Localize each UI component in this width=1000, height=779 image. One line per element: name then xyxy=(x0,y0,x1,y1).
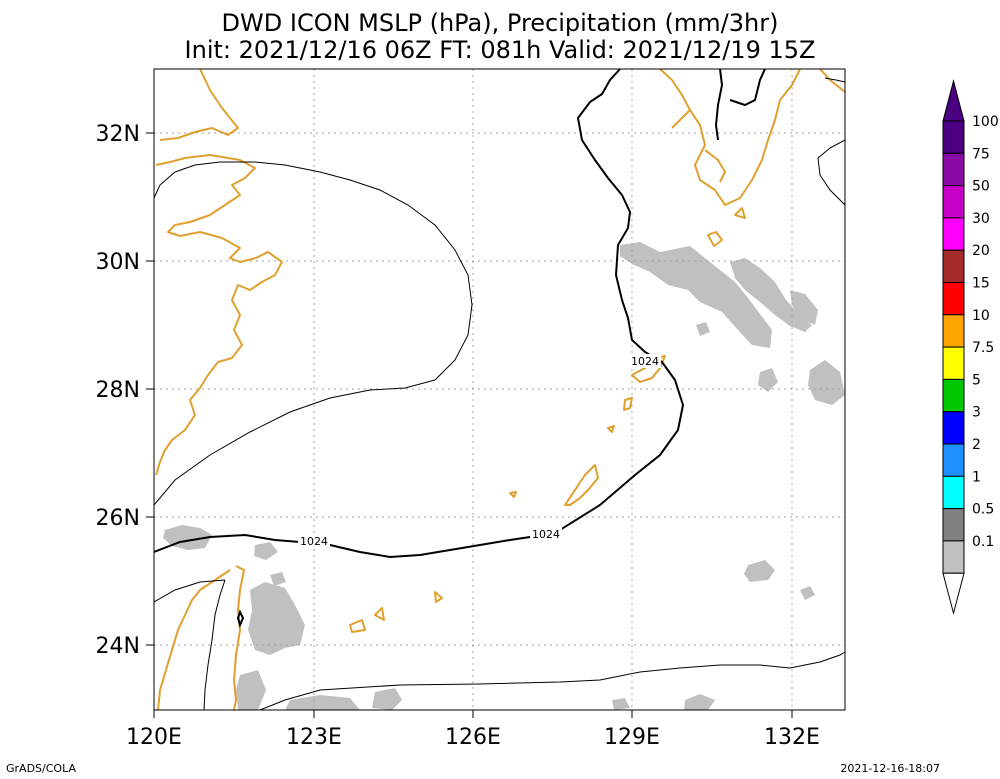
colorbar-label: 10 xyxy=(972,308,990,324)
coastline-islet xyxy=(374,607,385,621)
graticule xyxy=(154,69,845,710)
lat-label: 24N xyxy=(96,634,140,659)
precip-area xyxy=(285,695,360,710)
lon-label: 129E xyxy=(604,725,660,750)
coastline-okinawa xyxy=(564,464,599,506)
colorbar-label: 30 xyxy=(972,211,990,227)
colorbar-label: 20 xyxy=(972,243,990,259)
colorbar-swatch xyxy=(942,282,965,316)
coastline-islet xyxy=(623,397,633,411)
colorbar-label: 0.5 xyxy=(972,502,994,518)
colorbar-bottom-arrow xyxy=(942,572,965,616)
coastlines xyxy=(155,69,845,710)
lat-label: 28N xyxy=(96,378,140,403)
coastline-islet xyxy=(349,619,366,633)
colorbar-swatch xyxy=(942,185,965,219)
coastline-shikoku xyxy=(819,69,845,93)
coastline-taiwan xyxy=(157,565,245,710)
colorbar-label: 100 xyxy=(972,114,999,130)
coastline-kyushu xyxy=(659,69,801,206)
lat-label: 26N xyxy=(96,506,140,531)
precip-shading xyxy=(163,242,845,710)
coastline-islet xyxy=(509,491,517,498)
precip-area xyxy=(730,258,812,332)
colorbar-top-arrow xyxy=(942,79,965,122)
precip-area xyxy=(684,694,715,710)
isobar-spot xyxy=(236,609,245,628)
precip-area xyxy=(254,542,278,560)
precip-area xyxy=(696,322,710,336)
axis-ticks xyxy=(146,132,793,718)
lon-label: 126E xyxy=(445,725,501,750)
coastline-islet xyxy=(607,425,615,433)
precip-area xyxy=(372,688,402,710)
coastline-island xyxy=(707,231,723,247)
coastline-china xyxy=(155,69,283,476)
colorbar-swatch xyxy=(942,314,965,348)
lat-label: 32N xyxy=(96,122,140,147)
lat-labels: 32N 30N 28N 26N 24N xyxy=(96,122,140,659)
lon-labels: 120E 123E 126E 129E 132E xyxy=(126,725,820,750)
isobar-1020 xyxy=(154,161,473,506)
colorbar-label: 3 xyxy=(972,405,981,421)
isobar-1020-south xyxy=(154,651,845,710)
colorbar-label: 75 xyxy=(972,146,990,162)
colorbar-swatch xyxy=(942,346,965,380)
isobars xyxy=(154,69,845,710)
footer-credit: GrADS/COLA xyxy=(6,762,76,775)
colorbar-label: 2 xyxy=(972,437,981,453)
colorbar-swatch xyxy=(942,540,965,574)
colorbar-swatch xyxy=(942,249,965,283)
precip-area xyxy=(248,582,305,655)
colorbar-label: 7.5 xyxy=(972,340,994,356)
colorbar-swatch xyxy=(942,217,965,251)
isobar-east-b xyxy=(824,77,845,83)
precip-area xyxy=(270,572,286,586)
isobar-east xyxy=(817,139,845,206)
isobar-1024-north xyxy=(714,69,766,141)
precip-area xyxy=(790,290,818,325)
isobar-label: 1024 xyxy=(300,535,328,548)
precip-area xyxy=(620,242,772,348)
map-subtitle: Init: 2021/12/16 06Z FT: 081h Valid: 202… xyxy=(184,36,816,64)
colorbar-swatch xyxy=(942,475,965,510)
colorbar-label: 1 xyxy=(972,469,981,485)
colorbar-swatch xyxy=(942,378,965,413)
colorbar-label: 5 xyxy=(972,372,981,388)
colorbar-swatch xyxy=(942,411,965,445)
precip-area xyxy=(236,670,266,710)
colorbar-swatch xyxy=(942,120,965,154)
isobar-labels: 1024 1024 1024 xyxy=(298,354,661,548)
map-title: DWD ICON MSLP (hPa), Precipitation (mm/3… xyxy=(221,9,779,37)
isobar-1020-west xyxy=(154,579,226,710)
colorbar-label: 15 xyxy=(972,276,990,292)
precip-area xyxy=(744,560,775,582)
precip-area xyxy=(612,698,630,710)
footer-timestamp: 2021-12-16-18:07 xyxy=(840,762,940,775)
lon-label: 120E xyxy=(126,725,182,750)
lon-label: 132E xyxy=(764,725,820,750)
isobar-label: 1024 xyxy=(532,528,560,541)
isobar-1024 xyxy=(154,69,685,559)
colorbar-swatch xyxy=(942,443,965,477)
precip-area xyxy=(758,368,778,392)
lon-label: 123E xyxy=(286,725,342,750)
colorbar-label: 50 xyxy=(972,179,990,195)
isobar-label: 1024 xyxy=(631,355,659,368)
precip-area xyxy=(808,360,845,405)
colorbar-label: 0.1 xyxy=(972,534,994,550)
coastline-islet xyxy=(434,591,443,603)
colorbar-swatch xyxy=(942,152,965,187)
precip-area xyxy=(800,586,815,600)
coastline-island xyxy=(734,207,746,219)
lat-label: 30N xyxy=(96,250,140,275)
colorbar: 100 75 50 30 20 15 10 7.5 5 3 2 1 0.5 0.1 xyxy=(942,79,999,616)
colorbar-swatch xyxy=(942,508,965,542)
